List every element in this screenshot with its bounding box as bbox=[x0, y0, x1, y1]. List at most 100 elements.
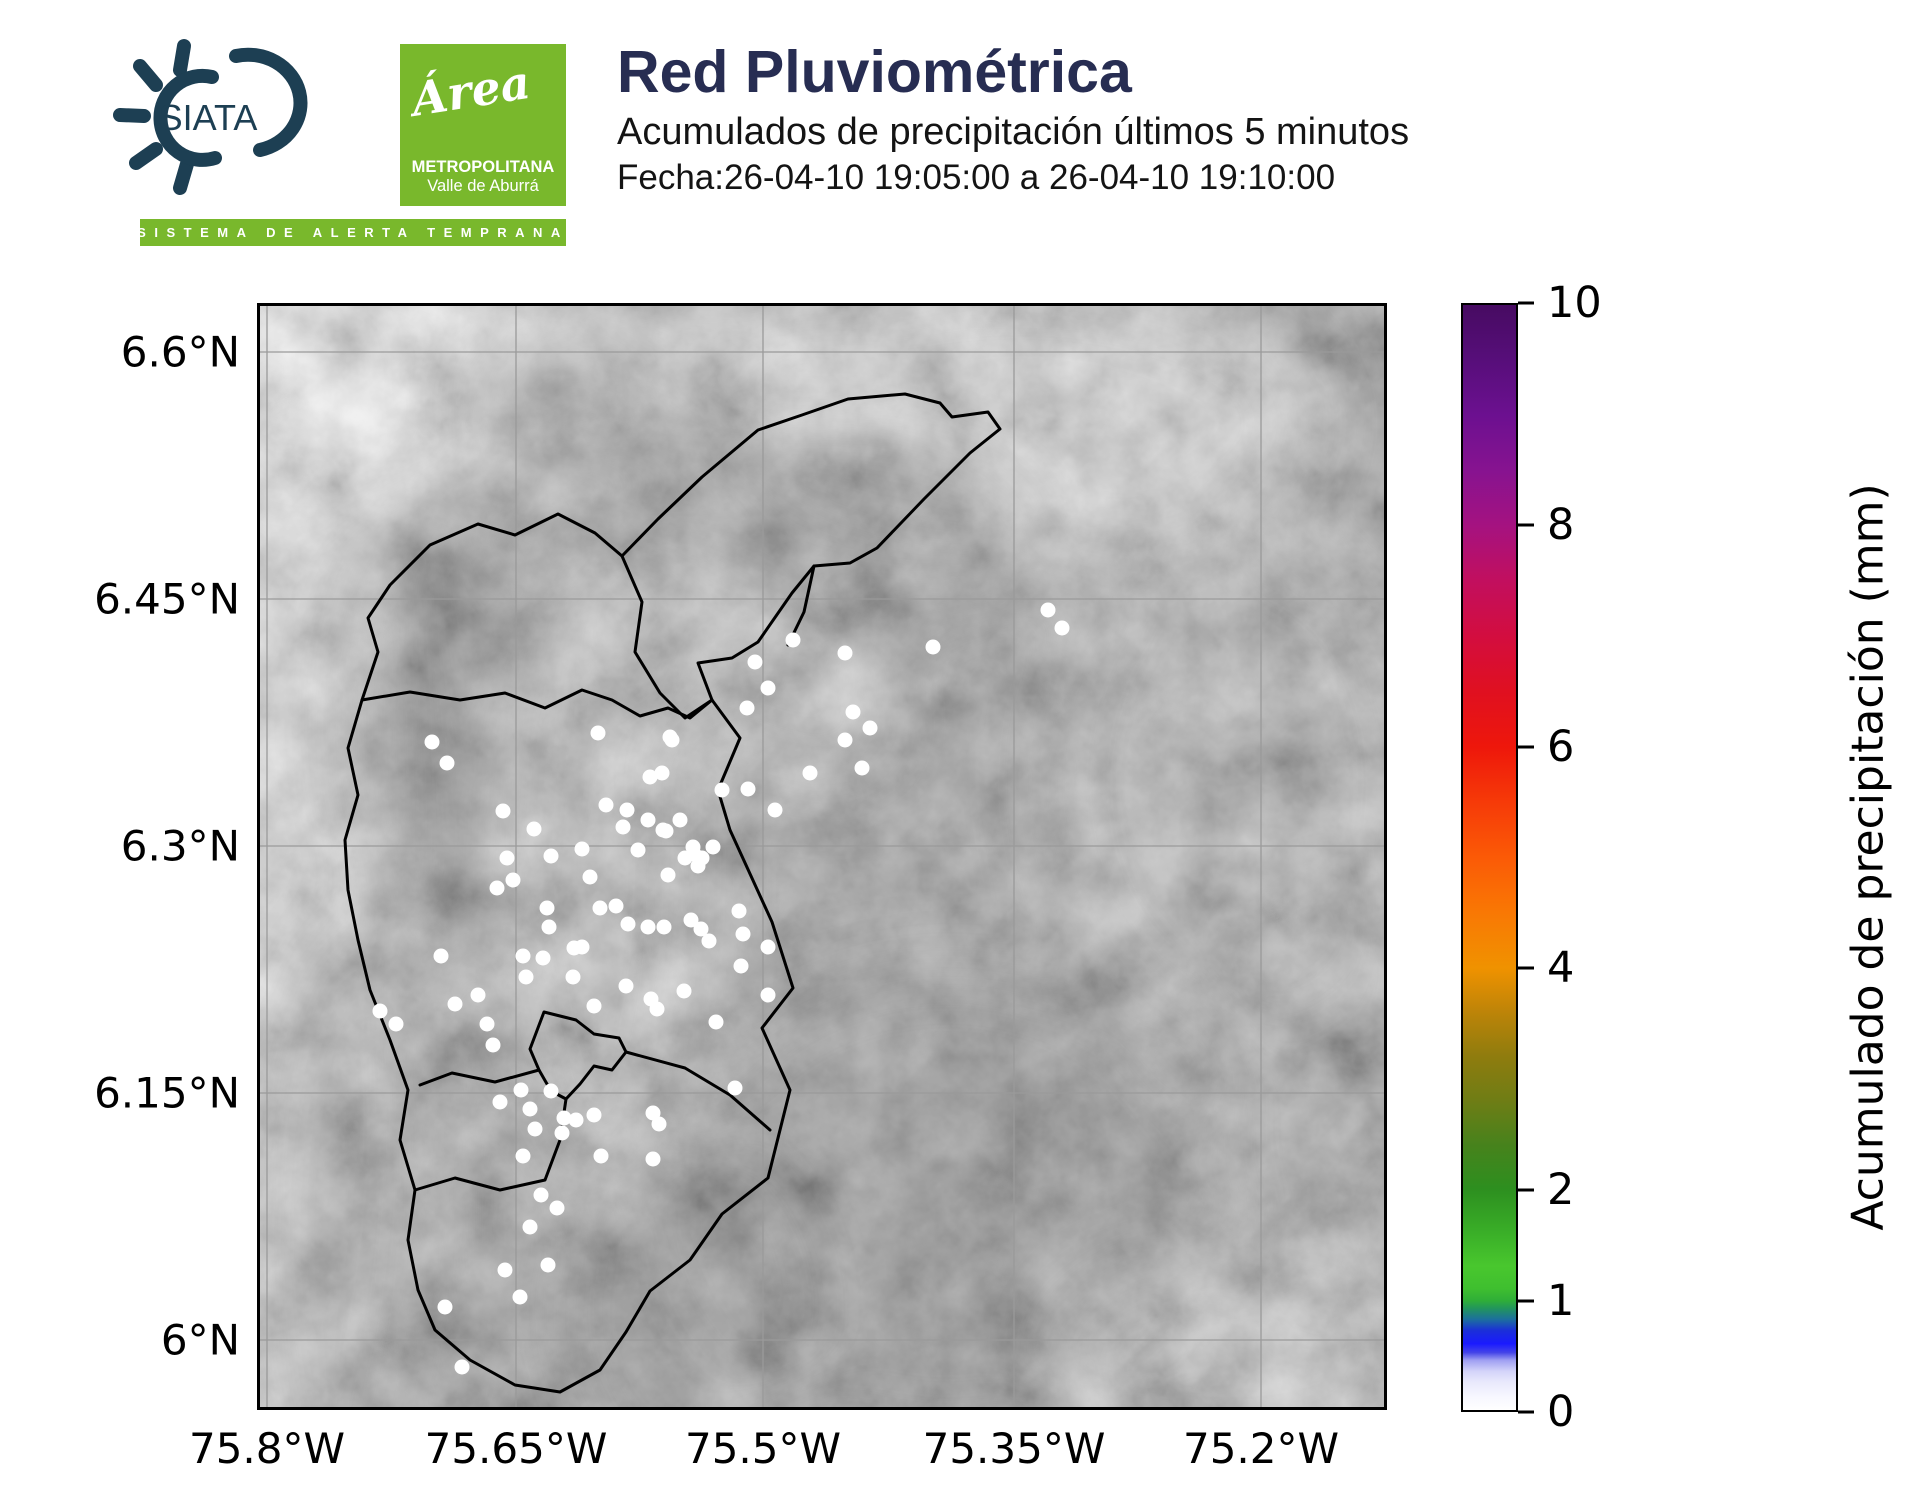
rain-gauge-station-dot bbox=[694, 850, 710, 866]
rain-gauge-station-dot bbox=[586, 998, 602, 1014]
rain-gauge-station-dot bbox=[837, 732, 853, 748]
rain-gauge-station-dot bbox=[658, 823, 674, 839]
rain-gauge-station-dot bbox=[447, 996, 463, 1012]
map-figure bbox=[257, 303, 1387, 1410]
rain-gauge-station-dot bbox=[731, 903, 747, 919]
rain-gauge-station-dot bbox=[513, 1082, 529, 1098]
rain-gauge-station-dot bbox=[925, 639, 941, 655]
colorbar-tick-label: 8 bbox=[1547, 499, 1575, 550]
rain-gauge-station-dot bbox=[649, 1001, 665, 1017]
rain-gauge-station-dot bbox=[505, 872, 521, 888]
rain-gauge-station-dot bbox=[640, 812, 656, 828]
title-block: Red Pluviométrica Acumulados de precipit… bbox=[617, 40, 1409, 198]
rain-gauge-station-dot bbox=[543, 848, 559, 864]
rain-gauge-station-dot bbox=[618, 978, 634, 994]
rain-gauge-station-dot bbox=[499, 850, 515, 866]
rain-gauge-station-dot bbox=[454, 1359, 470, 1375]
siata-banner: SISTEMA DE ALERTA TEMPRANA bbox=[137, 219, 569, 246]
rain-gauge-station-dot bbox=[527, 1121, 543, 1137]
rain-gauge-station-dot bbox=[574, 841, 590, 857]
rain-gauge-station-dot bbox=[645, 1151, 661, 1167]
rain-gauge-station-dot bbox=[760, 680, 776, 696]
rain-gauge-station-dot bbox=[785, 632, 801, 648]
rain-gauge-station-dot bbox=[701, 933, 717, 949]
y-tick-label: 6°N bbox=[160, 1315, 240, 1365]
rain-gauge-station-dot bbox=[683, 912, 699, 928]
rain-gauge-station-dot bbox=[767, 802, 783, 818]
rain-gauge-station-dot bbox=[586, 1107, 602, 1123]
page-title: Red Pluviométrica bbox=[617, 39, 1132, 105]
y-tick-label: 6.3°N bbox=[120, 821, 240, 871]
rain-gauge-station-dot bbox=[708, 1014, 724, 1030]
municipality-boundaries bbox=[343, 392, 1002, 1394]
municipality-boundary-0 bbox=[620, 554, 714, 720]
rain-gauge-station-dot bbox=[845, 704, 861, 720]
colorbar-tick-mark bbox=[1518, 301, 1534, 305]
date-range: Fecha:26-04-10 19:05:00 a 26-04-10 19:10… bbox=[617, 157, 1336, 197]
page-subtitle: Acumulados de precipitación últimos 5 mi… bbox=[617, 110, 1410, 153]
siata-banner-text: SISTEMA DE ALERTA TEMPRANA bbox=[137, 225, 569, 240]
rain-gauge-station-dot bbox=[727, 1080, 743, 1096]
rain-gauge-station-dot bbox=[437, 1299, 453, 1315]
area-metropolitana-logo: Área METROPOLITANA Valle de Aburrá bbox=[400, 44, 566, 206]
colorbar bbox=[1461, 303, 1518, 1412]
municipality-boundary-4 bbox=[624, 1050, 772, 1132]
rain-gauge-station-dot bbox=[705, 839, 721, 855]
rain-gauge-station-dot bbox=[620, 916, 636, 932]
colorbar-tick-label: 2 bbox=[1547, 1165, 1575, 1216]
rain-gauge-station-dot bbox=[565, 969, 581, 985]
x-tick-label: 75.8°W bbox=[188, 1424, 346, 1473]
rain-gauge-station-dot bbox=[372, 1003, 388, 1019]
rain-gauge-station-dot bbox=[693, 921, 709, 937]
rain-gauge-station-dot bbox=[479, 1016, 495, 1032]
rain-gauge-station-dot bbox=[608, 898, 624, 914]
siata-logo-strokes bbox=[113, 39, 308, 195]
colorbar-tick-mark bbox=[1518, 1410, 1534, 1414]
rain-gauge-station-dot bbox=[526, 821, 542, 837]
area-script-text: Área bbox=[407, 54, 534, 127]
rain-gauge-station-dot bbox=[492, 1094, 508, 1110]
colorbar-tick-mark bbox=[1518, 523, 1534, 527]
municipality-boundary-5 bbox=[418, 1068, 541, 1087]
metro-area-outer-boundary bbox=[343, 392, 1002, 1394]
rain-gauge-station-dot bbox=[1040, 602, 1056, 618]
rain-gauge-station-dot bbox=[598, 797, 614, 813]
rain-gauge-station-dot bbox=[739, 700, 755, 716]
rain-gauge-station-dot bbox=[685, 839, 701, 855]
area-logo-line2: Valle de Aburrá bbox=[427, 177, 539, 196]
rain-gauge-station-dot bbox=[489, 880, 505, 896]
rain-gauge-station-dot bbox=[515, 1148, 531, 1164]
rain-gauge-station-dot bbox=[862, 720, 878, 736]
rain-gauge-station-dot bbox=[512, 1289, 528, 1305]
rain-gauge-station-dot bbox=[582, 869, 598, 885]
rain-gauge-station-dot bbox=[656, 919, 672, 935]
rain-gauge-station-dot bbox=[677, 850, 693, 866]
siata-logo-text: SIATA bbox=[159, 97, 258, 138]
rain-gauge-station-dot bbox=[518, 969, 534, 985]
colorbar-tick-label: 0 bbox=[1547, 1387, 1575, 1437]
rain-gauge-station-dot bbox=[615, 819, 631, 835]
map-svg bbox=[257, 303, 1387, 1410]
y-tick-label: 6.15°N bbox=[94, 1068, 240, 1118]
rain-gauge-station-dot bbox=[642, 769, 658, 785]
rain-gauge-station-dot bbox=[556, 1110, 572, 1126]
rain-gauge-station-dot bbox=[672, 812, 688, 828]
colorbar-axis-label: Acumulado de precipitación (mm) bbox=[1842, 483, 1894, 1231]
rain-gauge-station-dot bbox=[802, 765, 818, 781]
rain-gauge-station-dot bbox=[1054, 620, 1070, 636]
station-dots bbox=[372, 602, 1070, 1375]
rain-gauge-station-dot bbox=[549, 1200, 565, 1216]
rain-gauge-station-dot bbox=[495, 803, 511, 819]
rain-gauge-station-dot bbox=[539, 900, 555, 916]
rain-gauge-station-dot bbox=[515, 948, 531, 964]
colorbar-tick-mark bbox=[1518, 745, 1534, 749]
colorbar-tick-mark bbox=[1518, 966, 1534, 970]
rain-gauge-station-dot bbox=[837, 645, 853, 661]
area-logo-line1: METROPOLITANA bbox=[411, 158, 555, 177]
rain-gauge-station-dot bbox=[619, 802, 635, 818]
rain-gauge-station-dot bbox=[760, 987, 776, 1003]
rain-gauge-station-dot bbox=[590, 725, 606, 741]
rain-gauge-station-dot bbox=[543, 1083, 559, 1099]
y-tick-label: 6.45°N bbox=[94, 574, 240, 624]
